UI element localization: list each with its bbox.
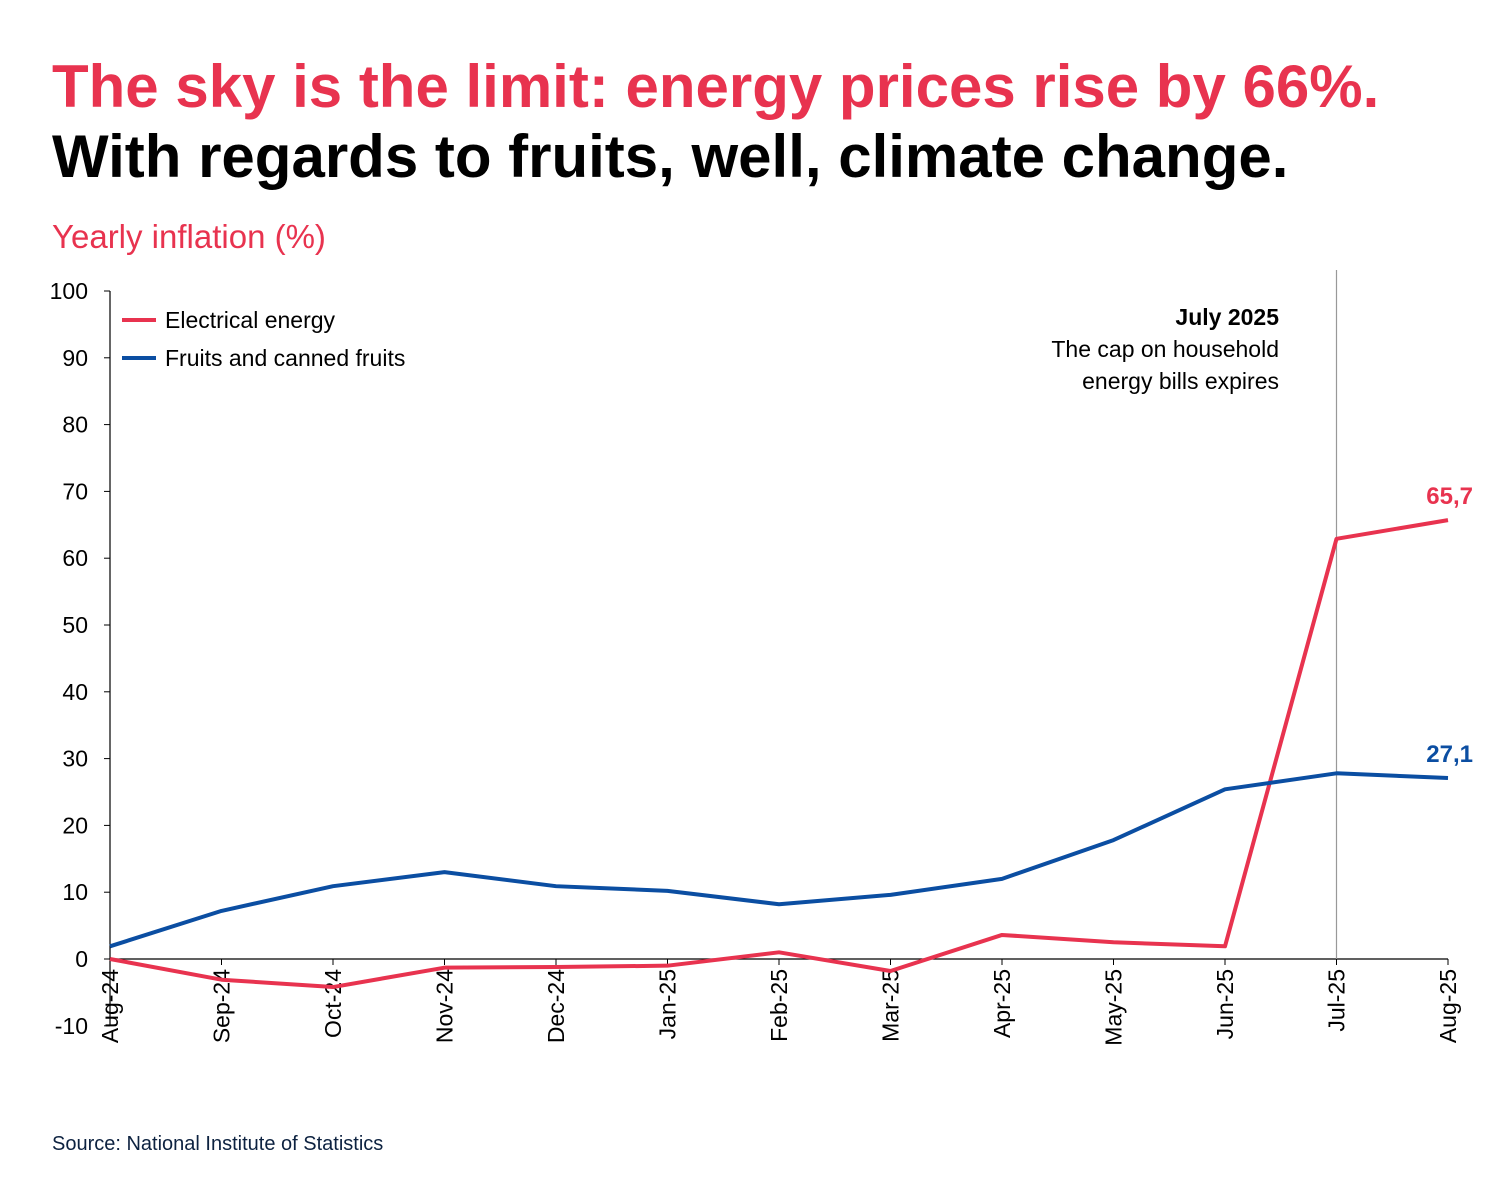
title-line-1: The sky is the limit: energy prices rise…	[52, 53, 1380, 120]
x-tick-label: Dec-24	[543, 969, 569, 1043]
y-tick-label: -10	[55, 1013, 88, 1039]
y-tick-label: 30	[62, 746, 88, 772]
annotation-text: energy bills expires	[1082, 368, 1279, 394]
end-value-label: 65,7	[1426, 483, 1473, 510]
annotation-title: July 2025	[1175, 304, 1279, 330]
x-tick-label: Feb-25	[766, 969, 792, 1042]
y-tick-label: 10	[62, 879, 88, 905]
y-tick-label: 40	[62, 679, 88, 705]
title-line-2: With regards to fruits, well, climate ch…	[52, 123, 1289, 190]
y-tick-label: 90	[62, 345, 88, 371]
x-tick-label: Mar-25	[878, 969, 904, 1042]
y-tick-label: 0	[75, 946, 88, 972]
x-tick-label: Jun-25	[1212, 969, 1238, 1039]
x-tick-label: May-25	[1101, 969, 1127, 1046]
end-value-label: 27,1	[1426, 741, 1473, 768]
x-tick-label: Jul-25	[1324, 969, 1350, 1032]
legend-label: Fruits and canned fruits	[165, 345, 405, 371]
x-tick-label: Aug-25	[1435, 969, 1461, 1043]
y-tick-label: 20	[62, 812, 88, 838]
source-note: Source: National Institute of Statistics	[52, 1133, 384, 1155]
x-tick-label: Jan-25	[655, 969, 681, 1039]
y-tick-label: 60	[62, 545, 88, 571]
y-tick-label: 70	[62, 478, 88, 504]
x-tick-label: Apr-25	[989, 969, 1015, 1038]
y-axis-label: Yearly inflation (%)	[52, 218, 326, 255]
annotation-text: The cap on household	[1051, 336, 1279, 362]
y-tick-label: 100	[50, 278, 88, 304]
y-tick-label: 80	[62, 412, 88, 438]
legend-label: Electrical energy	[165, 307, 336, 333]
series-line-energy	[109, 518, 1449, 990]
x-tick-label: Oct-24	[320, 969, 346, 1038]
x-tick-label: Nov-24	[432, 969, 458, 1043]
x-tick-label: Aug-24	[97, 969, 123, 1043]
y-tick-label: 50	[62, 612, 88, 638]
